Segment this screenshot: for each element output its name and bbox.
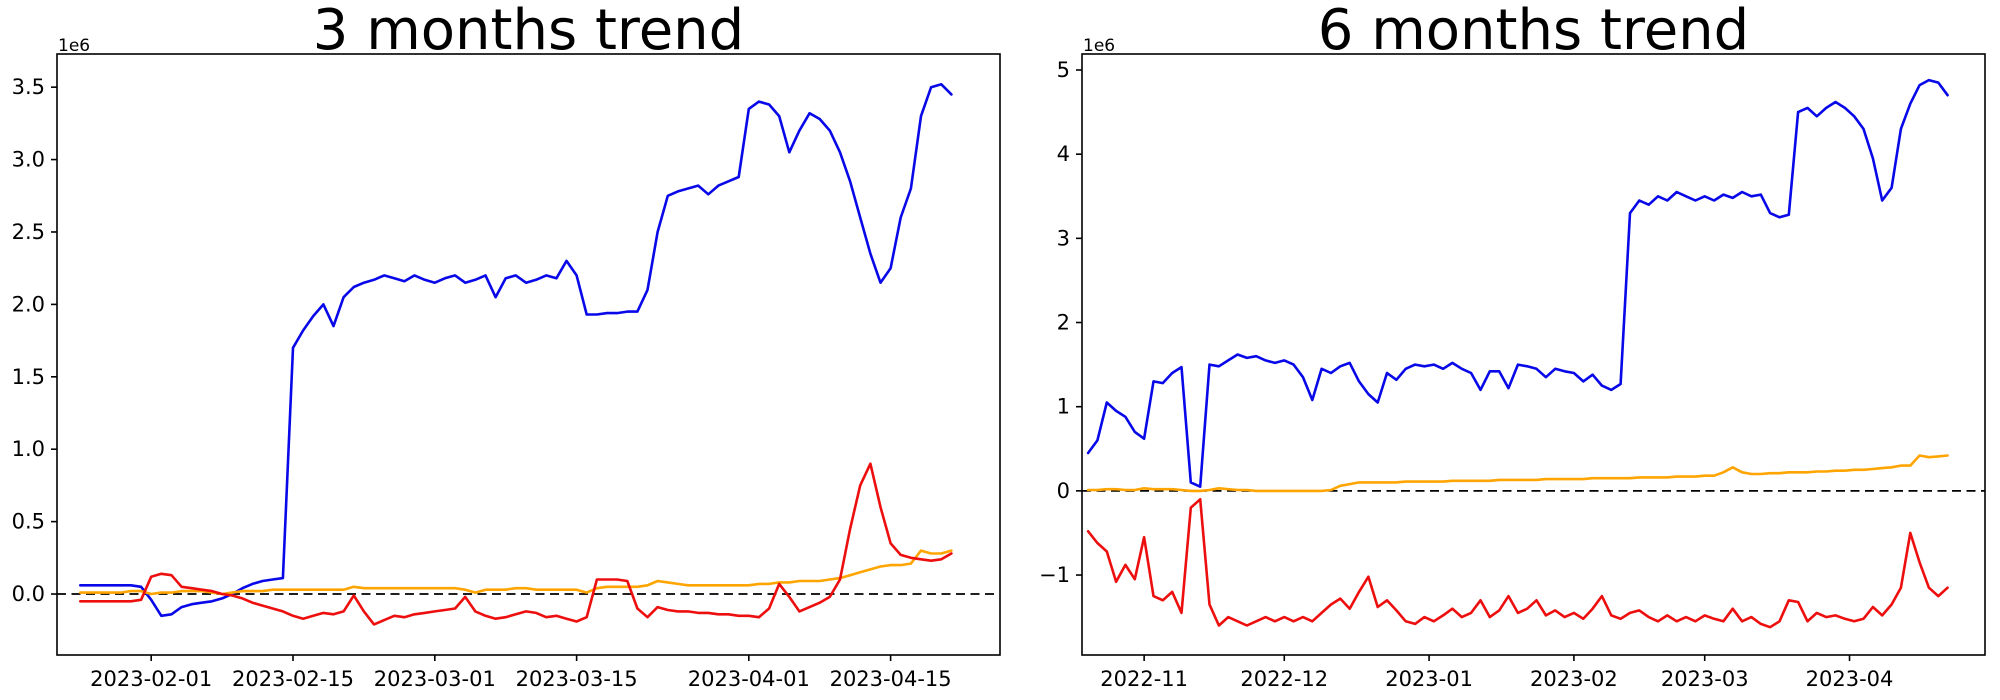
y-tick-label: 4 <box>1057 142 1070 166</box>
plot-frame <box>1081 53 1986 656</box>
series-line-blue <box>1086 78 1949 489</box>
chart-6-months-trend: 2022-11 2022-12 2023-01 2023-02 2023-03 2023-… <box>1039 53 1986 691</box>
x-tick-label: 2023-04-01 <box>688 667 810 691</box>
y-tick-label: 1.0 <box>12 437 45 461</box>
chart1-title: 3 months trend <box>312 0 745 63</box>
series-line-orange <box>1086 454 1949 493</box>
y-tick-label: 0.0 <box>12 582 45 606</box>
x-tick-label: 2023-04-15 <box>830 667 952 691</box>
x-tick-label: 2023-03 <box>1661 667 1749 691</box>
y-tick-label: −1 <box>1039 563 1070 587</box>
x-tick-label: 2023-02 <box>1530 667 1618 691</box>
series-line-red <box>1086 497 1949 629</box>
chart1-y-axis-offset-label: 1e6 <box>58 36 91 56</box>
y-tick-label: 2 <box>1057 311 1070 335</box>
chart2-y-axis-offset-label: 1e6 <box>1083 36 1116 56</box>
y-tick-label: 3.0 <box>12 148 45 172</box>
y-tick-label: 1 <box>1057 395 1070 419</box>
series-line-orange <box>79 549 953 596</box>
y-tick-label: 2.5 <box>12 220 45 244</box>
y-tick-label: 2.0 <box>12 292 45 316</box>
y-tick-label: 0 <box>1057 479 1070 503</box>
x-tick-label: 2022-12 <box>1240 667 1328 691</box>
y-tick-label: 3 <box>1057 226 1070 250</box>
y-tick-label: 5 <box>1057 58 1070 82</box>
y-tick-label: 3.5 <box>12 75 45 99</box>
x-tick-label: 2023-03-01 <box>374 667 496 691</box>
x-tick-label: 2023-01 <box>1385 667 1473 691</box>
chart-3-months-trend: 2023-02-01 2023-02-15 2023-03-01 2023-03-15… <box>12 53 1001 691</box>
series-line-red <box>79 462 953 626</box>
y-tick-label: 0.5 <box>12 510 45 534</box>
x-tick-label: 2023-03-15 <box>516 667 638 691</box>
x-tick-label: 2023-02-15 <box>232 667 354 691</box>
chart2-title: 6 months trend <box>1317 0 1750 63</box>
x-tick-label: 2022-11 <box>1100 667 1188 691</box>
plot-frame <box>56 53 1001 656</box>
y-tick-label: 1.5 <box>12 365 45 389</box>
x-tick-label: 2023-04 <box>1806 667 1894 691</box>
x-tick-label: 2023-02-01 <box>90 667 212 691</box>
series-line-blue <box>79 83 953 618</box>
